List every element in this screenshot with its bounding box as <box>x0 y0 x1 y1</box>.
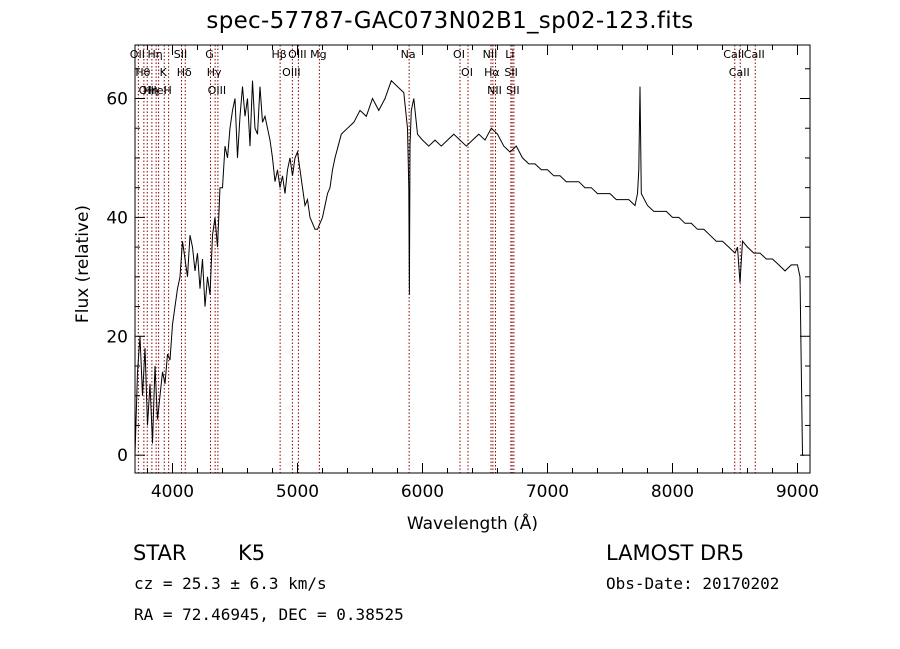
line-label: OI <box>453 48 465 61</box>
line-label: HeI <box>148 84 166 97</box>
x-tick-label: 6000 <box>401 482 444 502</box>
line-label: SII <box>174 48 187 61</box>
line-label: Hη <box>148 48 163 61</box>
line-label: OIII <box>208 84 226 97</box>
line-label: CaII <box>729 66 750 79</box>
line-label: G <box>205 48 214 61</box>
object-subclass: K5 <box>238 541 266 565</box>
y-tick-label: 60 <box>106 90 128 110</box>
x-axis-label: Wavelength (Å) <box>407 512 538 534</box>
x-tick-label: 9000 <box>776 482 819 502</box>
spectrum-line <box>134 79 804 456</box>
line-label: Hα <box>484 66 500 79</box>
y-tick-label: 40 <box>106 208 128 228</box>
line-label: OII <box>139 84 154 97</box>
line-label: SII <box>504 66 517 79</box>
line-label: Hθ <box>135 66 150 79</box>
coordinates-readout: RA = 72.46945, DEC = 0.38525 <box>134 605 404 624</box>
line-label: NII <box>483 48 498 61</box>
x-tick-label: 4000 <box>151 482 194 502</box>
line-label: Hη <box>143 84 158 97</box>
line-label: OII <box>130 48 145 61</box>
line-label: SII <box>506 84 519 97</box>
line-label: Na <box>401 48 416 61</box>
line-label: Hγ <box>207 66 222 79</box>
line-label: Hβ <box>271 48 286 61</box>
line-label: NII <box>487 84 502 97</box>
line-label: Mg <box>310 48 326 61</box>
x-tick-label: 7000 <box>526 482 569 502</box>
survey-name: LAMOST DR5 <box>606 541 745 565</box>
line-label: H <box>163 84 171 97</box>
redshift-readout: cz = 25.3 ± 6.3 km/s <box>134 574 327 593</box>
x-tick-label: 5000 <box>276 482 319 502</box>
line-label: OI <box>461 66 473 79</box>
line-label: CaII <box>723 48 744 61</box>
line-label: Hδ <box>177 66 192 79</box>
line-label: Li <box>505 48 514 61</box>
x-tick-label: 8000 <box>651 482 694 502</box>
chart-title: spec-57787-GAC073N02B1_sp02-123.fits <box>206 8 694 34</box>
y-tick-label: 0 <box>117 446 128 466</box>
obs-date: Obs-Date: 20170202 <box>606 574 780 593</box>
line-label: OIII <box>282 66 300 79</box>
line-label: CaII <box>744 48 765 61</box>
object-class: STAR <box>133 541 187 565</box>
y-tick-label: 20 <box>106 327 128 347</box>
plot-frame <box>134 44 811 474</box>
line-label: K <box>160 66 168 79</box>
y-axis-label: Flux (relative) <box>73 205 93 323</box>
